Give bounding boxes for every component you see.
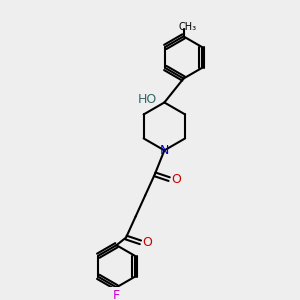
Text: HO: HO xyxy=(137,93,157,106)
Text: O: O xyxy=(171,172,181,186)
Text: O: O xyxy=(142,236,152,249)
Text: F: F xyxy=(113,289,120,300)
Text: CH₃: CH₃ xyxy=(178,22,196,32)
Text: N: N xyxy=(160,144,169,157)
